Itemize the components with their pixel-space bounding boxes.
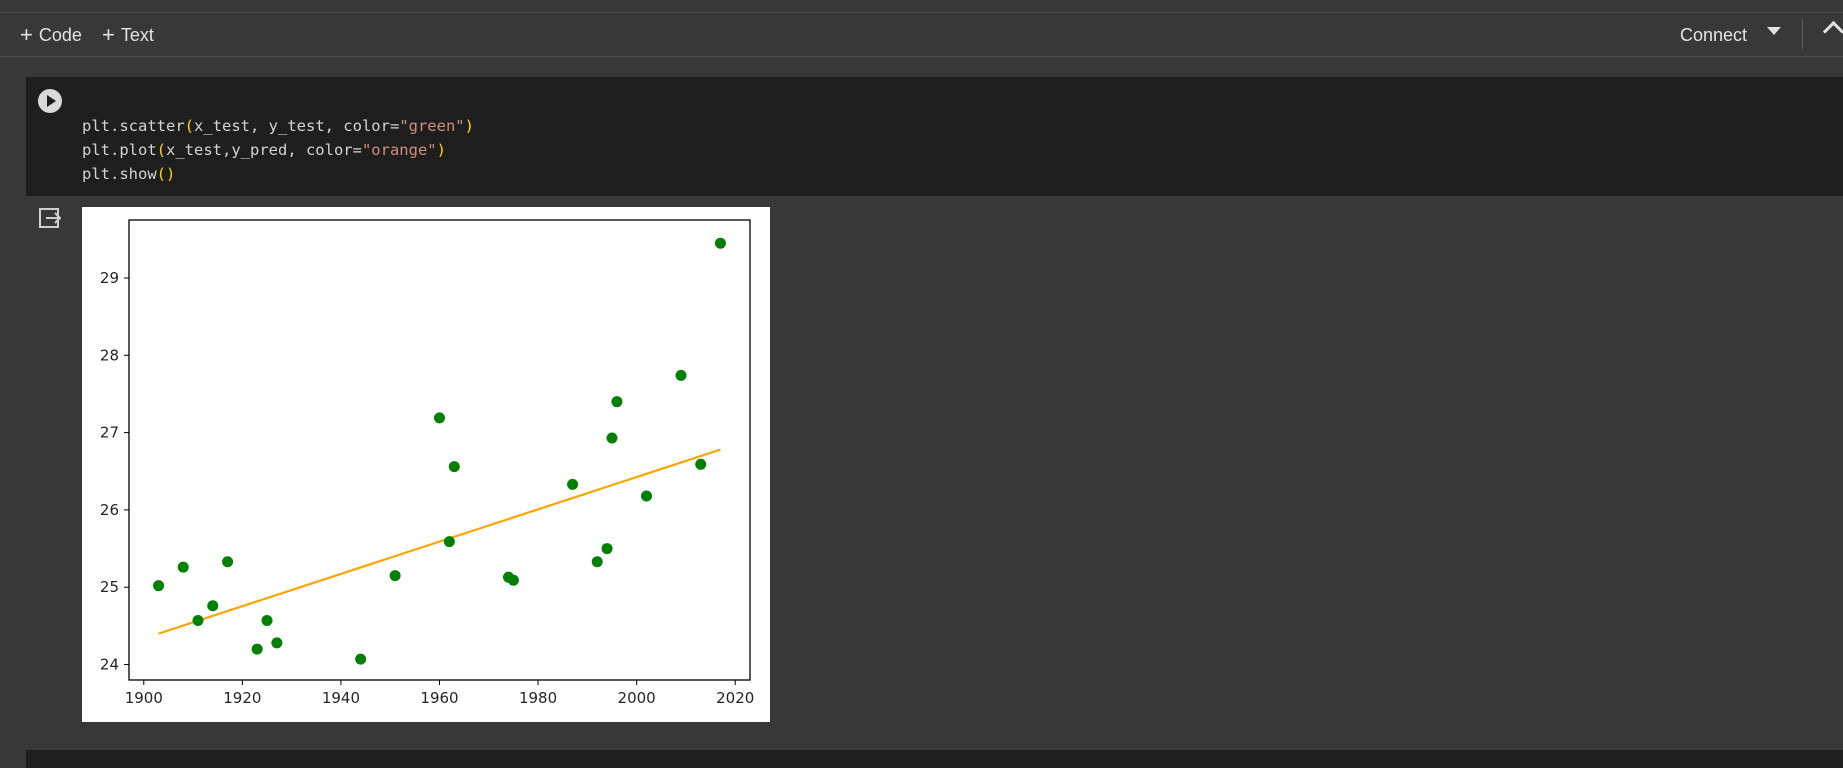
scatter-point bbox=[434, 412, 445, 424]
x-tick-label: 1940 bbox=[322, 689, 360, 707]
add-text-label: Text bbox=[120, 24, 154, 45]
scatter-point bbox=[591, 556, 603, 568]
add-text-button[interactable]: + Text bbox=[102, 22, 154, 48]
x-tick-label: 2020 bbox=[716, 689, 754, 707]
toolbar-divider bbox=[1802, 19, 1803, 49]
run-cell-icon[interactable] bbox=[38, 89, 62, 113]
scatter-point bbox=[601, 543, 613, 555]
top-strip bbox=[0, 0, 1843, 13]
code-editor[interactable]: plt.scatter(x_test, y_test, color="green… bbox=[82, 114, 474, 186]
scatter-point bbox=[611, 396, 623, 408]
code-cell[interactable] bbox=[26, 77, 1843, 196]
x-tick-label: 1900 bbox=[125, 689, 163, 707]
scatter-point bbox=[271, 637, 283, 649]
y-tick-label: 29 bbox=[100, 269, 119, 287]
next-code-cell[interactable] bbox=[26, 750, 1843, 768]
scatter-point bbox=[641, 490, 652, 502]
y-tick-label: 24 bbox=[100, 656, 119, 674]
plus-icon: + bbox=[20, 22, 33, 47]
scatter-point bbox=[222, 556, 234, 568]
y-tick-label: 27 bbox=[100, 424, 119, 442]
output-plot: 1900 1920 1940 1960 1980 2000 2020 24 25 26 27 28 29 bbox=[82, 207, 770, 722]
scatter-point bbox=[567, 478, 579, 490]
notebook-toolbar: + Code + Text Connect bbox=[0, 13, 1843, 57]
x-tick-label: 1960 bbox=[420, 689, 458, 707]
scatter-point bbox=[192, 614, 204, 626]
scatter-point bbox=[207, 600, 219, 612]
scatter-point bbox=[714, 237, 726, 249]
add-code-button[interactable]: + Code bbox=[20, 22, 82, 48]
scatter-point bbox=[389, 570, 401, 582]
code-line-1: plt.scatter(x_test, y_test, color="green… bbox=[82, 117, 474, 135]
axes-frame bbox=[128, 219, 751, 681]
connect-button[interactable]: Connect bbox=[1680, 22, 1747, 48]
scatter-point bbox=[251, 643, 263, 655]
code-line-2: plt.plot(x_test,y_pred, color="orange") bbox=[82, 141, 446, 159]
scatter-point bbox=[675, 369, 687, 381]
scatter-point bbox=[443, 536, 455, 548]
scatter-point bbox=[153, 580, 165, 592]
regression-line bbox=[158, 448, 721, 635]
connect-dropdown-icon[interactable] bbox=[1767, 27, 1781, 35]
y-tick-label: 28 bbox=[100, 346, 119, 364]
plus-icon: + bbox=[102, 22, 115, 47]
scatter-point bbox=[606, 432, 618, 444]
add-code-label: Code bbox=[38, 24, 82, 45]
scatter-point bbox=[261, 614, 273, 626]
x-tick-label: 1980 bbox=[519, 689, 557, 707]
code-line-3: plt.show() bbox=[82, 165, 176, 183]
scatter-point bbox=[355, 653, 367, 665]
connect-label: Connect bbox=[1680, 24, 1748, 45]
output-menu-icon[interactable] bbox=[38, 206, 62, 230]
y-tick-label: 25 bbox=[100, 578, 119, 596]
scatter-point bbox=[448, 461, 460, 473]
y-tick-label: 26 bbox=[100, 501, 119, 519]
scatter-point bbox=[177, 561, 189, 573]
scatter-point bbox=[695, 458, 707, 470]
scatter-point bbox=[507, 574, 519, 586]
scatter-chart: 1900 1920 1940 1960 1980 2000 2020 24 25 26 27 28 29 bbox=[100, 219, 754, 707]
x-tick-label: 1920 bbox=[223, 689, 261, 707]
x-tick-label: 2000 bbox=[618, 689, 656, 707]
